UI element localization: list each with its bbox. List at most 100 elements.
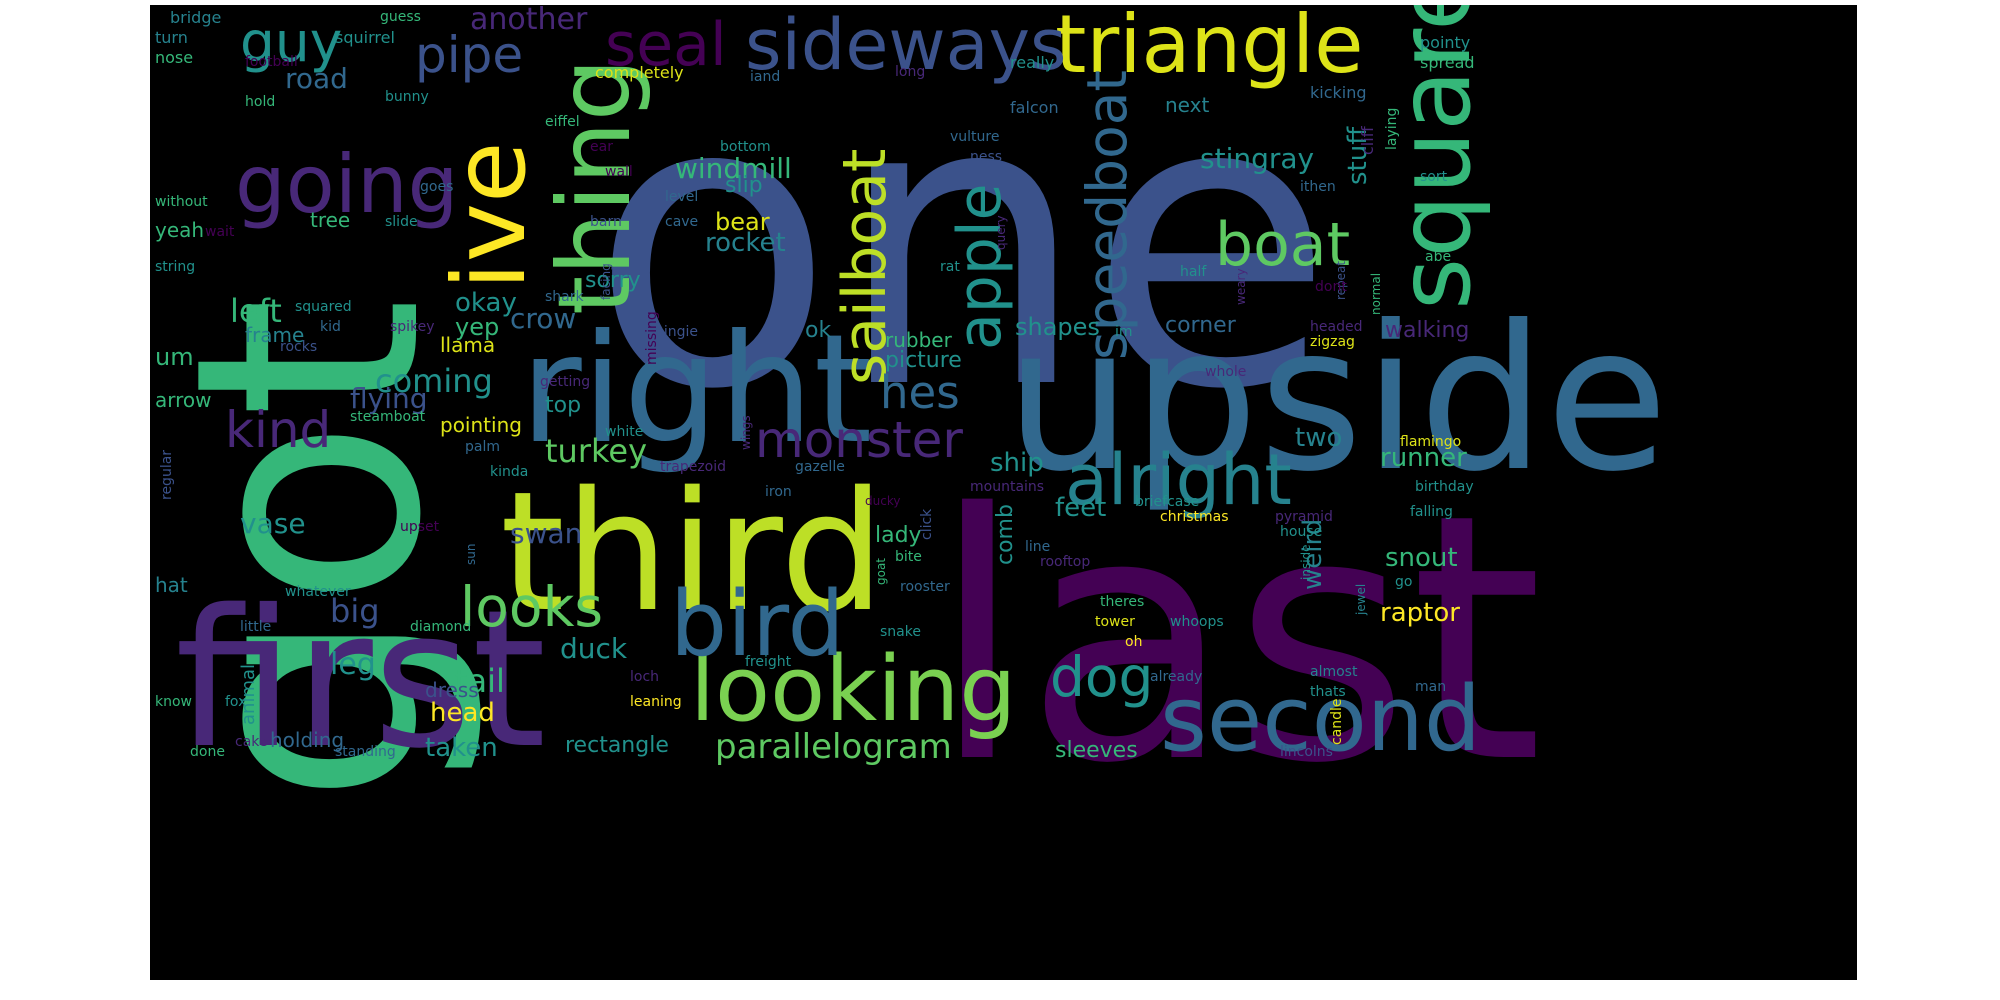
- word: vulture: [950, 129, 1000, 145]
- word: laying: [1384, 107, 1400, 150]
- word: rooster: [900, 579, 950, 595]
- word: slide: [385, 214, 418, 230]
- word: diamond: [410, 619, 472, 635]
- word: sun: [464, 543, 478, 565]
- word: left: [230, 292, 282, 330]
- word: dress: [425, 678, 479, 702]
- word: upside: [1005, 283, 1669, 516]
- word: already: [1150, 669, 1203, 685]
- word: bird: [670, 572, 845, 677]
- word: tree: [310, 208, 351, 232]
- word: falcon: [1010, 98, 1059, 117]
- word: gazelle: [795, 459, 845, 475]
- word: headed: [1310, 319, 1363, 335]
- word: really: [1010, 53, 1055, 72]
- word: rubber: [885, 328, 952, 352]
- word: thats: [1310, 684, 1346, 700]
- word: query: [994, 215, 1008, 250]
- word: whoops: [1170, 614, 1224, 630]
- word: looks: [460, 575, 604, 639]
- word: goes: [420, 179, 454, 195]
- word: spikey: [390, 319, 435, 335]
- word: snake: [880, 624, 921, 640]
- word: house: [1280, 524, 1323, 540]
- word: cake: [235, 734, 268, 750]
- word: one: [590, 12, 1335, 477]
- word: barn: [590, 214, 622, 230]
- word: flamingo: [1400, 434, 1462, 450]
- word: parallelogram: [715, 727, 952, 767]
- word: oh: [1125, 634, 1143, 650]
- word: fox: [225, 694, 247, 710]
- word: level: [665, 189, 699, 205]
- word: dont: [1315, 279, 1347, 295]
- word: weary: [1234, 268, 1248, 305]
- word: squared: [295, 299, 352, 315]
- word: white: [605, 424, 644, 440]
- word: facing: [599, 263, 613, 300]
- word: line: [1025, 539, 1051, 555]
- word: rocks: [280, 339, 318, 355]
- word: football: [245, 54, 298, 70]
- word: falling: [1410, 504, 1453, 520]
- word: getting: [540, 374, 591, 390]
- word: hes: [880, 366, 960, 419]
- word: turn: [155, 28, 188, 47]
- word: whatever: [285, 584, 351, 600]
- word: mountains: [970, 479, 1045, 495]
- word: frame: [245, 323, 305, 347]
- word: kind: [225, 401, 332, 459]
- word: loch: [630, 669, 660, 685]
- word: shapes: [1015, 313, 1100, 341]
- word: two: [1295, 423, 1343, 453]
- word: corner: [1165, 313, 1236, 338]
- word: briefcase: [1135, 494, 1200, 510]
- word: steamboat: [350, 409, 426, 425]
- word: kinda: [490, 464, 529, 480]
- word: iand: [750, 69, 781, 85]
- word: half: [1180, 264, 1207, 280]
- word: windmill: [675, 152, 792, 185]
- word: string: [155, 259, 196, 275]
- word: looking: [690, 637, 1017, 742]
- word: long: [895, 64, 926, 80]
- word: monster: [755, 411, 963, 469]
- word: freight: [745, 654, 792, 670]
- word: kicking: [1310, 83, 1367, 102]
- word: wall: [605, 164, 633, 180]
- word: theres: [1100, 594, 1145, 610]
- word: last: [930, 442, 1544, 838]
- word: runner: [1380, 443, 1467, 473]
- word: completely: [595, 63, 684, 82]
- word: arrow: [155, 388, 212, 412]
- word: bear: [715, 208, 770, 236]
- word: yeah: [155, 218, 205, 242]
- word: another: [470, 5, 588, 37]
- word: ship: [990, 448, 1044, 478]
- word: whole: [1205, 364, 1247, 380]
- word: big: [330, 592, 380, 630]
- word: llama: [440, 333, 496, 357]
- word: third: [500, 456, 885, 648]
- word: dog: [1050, 645, 1154, 709]
- word: ducky: [865, 494, 901, 508]
- word: feet: [1055, 493, 1107, 523]
- word: taken: [425, 733, 498, 763]
- word: next: [1165, 93, 1210, 117]
- word: road: [285, 62, 348, 95]
- word: rectangle: [565, 733, 669, 758]
- word: raptor: [1380, 598, 1460, 628]
- word: goat: [874, 557, 888, 585]
- word: slip: [725, 173, 763, 198]
- word: comb: [993, 504, 1018, 565]
- word: normal: [1369, 272, 1383, 315]
- word: upset: [400, 519, 440, 535]
- word: pyramid: [1275, 509, 1333, 525]
- word: turkey: [545, 432, 647, 470]
- word: pipe: [415, 26, 524, 84]
- word: tower: [1095, 614, 1135, 630]
- word: kid: [320, 319, 341, 335]
- word: coming: [375, 362, 493, 400]
- word: second: [1160, 667, 1481, 772]
- word: top: [545, 393, 582, 418]
